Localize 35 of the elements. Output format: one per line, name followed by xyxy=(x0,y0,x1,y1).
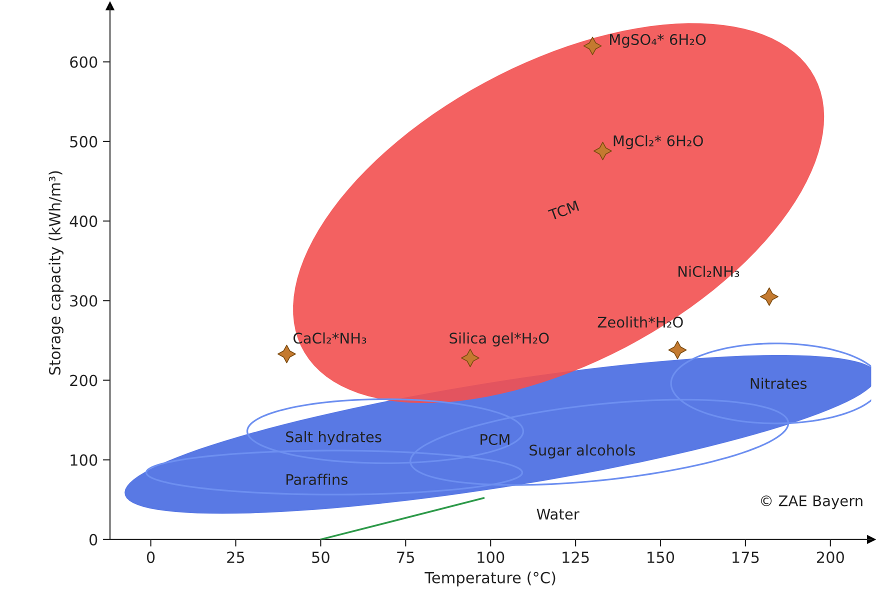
y-tick-label: 600 xyxy=(70,56,98,68)
x-tick-label: 75 xyxy=(397,552,414,564)
annotation: TCM xyxy=(548,200,580,221)
point xyxy=(760,287,778,306)
x-tick-label: 0 xyxy=(146,552,155,564)
annotation: MgSO₄* 6H₂O xyxy=(610,34,706,48)
y-tick-label: 400 xyxy=(70,216,98,228)
y-tick-label: 300 xyxy=(70,295,98,307)
annotation: Sugar alcohols xyxy=(530,444,636,458)
annotation: Nitrates xyxy=(750,378,807,390)
x-axis-title: Temperature (°C) xyxy=(424,572,556,586)
y-tick-label: 0 xyxy=(89,534,98,546)
x-tick-label: 25 xyxy=(227,552,244,564)
y-tick-label: 500 xyxy=(70,136,98,148)
annotation: Salt hydrates xyxy=(286,431,382,446)
point xyxy=(594,142,612,160)
annotation: Silica gel*H₂O xyxy=(450,332,549,347)
y-tick-label: 100 xyxy=(70,454,98,466)
x-tick-label: 150 xyxy=(648,552,674,564)
annotation: Paraffins xyxy=(286,474,348,486)
point xyxy=(278,344,296,364)
x-tick-label: 50 xyxy=(312,552,330,564)
x-tick-label: 175 xyxy=(732,552,759,564)
annotation: Water xyxy=(536,508,580,520)
point xyxy=(461,348,480,368)
annotation: PCM xyxy=(480,434,510,446)
annotation: © ZAE Bayern xyxy=(761,496,862,510)
point xyxy=(583,36,602,56)
y-tick-label: 200 xyxy=(70,374,98,386)
x-tick-label: 100 xyxy=(478,552,504,564)
y-axis-title: Storage capacity (kWh/m³) xyxy=(48,171,64,375)
x-tick-label: 200 xyxy=(816,552,844,564)
x-tick-label: 125 xyxy=(562,552,589,564)
point xyxy=(668,340,687,360)
annotation: MgCl₂* 6H₂O xyxy=(614,135,703,150)
